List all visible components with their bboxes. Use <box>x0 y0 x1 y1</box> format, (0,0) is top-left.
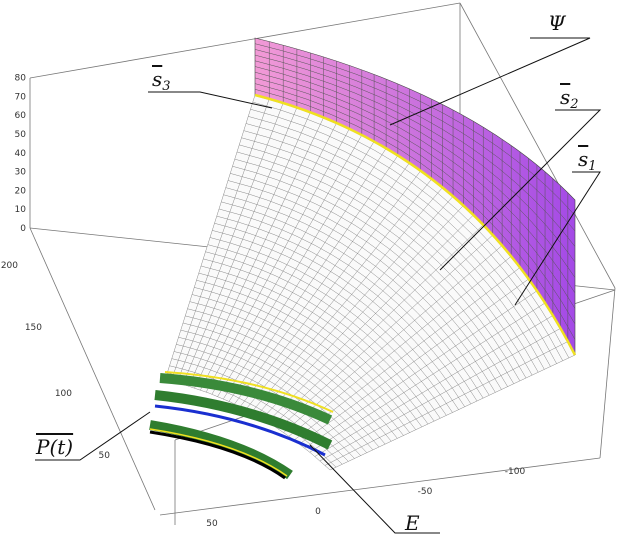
band-curve <box>149 420 293 480</box>
wall-line <box>254 54 576 247</box>
band-curve <box>149 428 288 477</box>
psi-surface <box>254 37 577 356</box>
mesh-ray <box>223 148 387 400</box>
wall-line <box>254 83 576 325</box>
vertical-tick: 60 <box>15 111 27 121</box>
mesh-ray <box>211 134 363 395</box>
s2-base: s <box>560 85 570 109</box>
bottom-tick: 50 <box>206 519 218 529</box>
mesh-ray <box>245 178 432 410</box>
vertical-tick: 10 <box>15 205 27 215</box>
vertical-tick: 20 <box>15 186 27 196</box>
mesh-ray <box>267 214 474 423</box>
depth-tick: 50 <box>99 451 111 461</box>
wall-line <box>254 60 576 263</box>
mesh-ray <box>256 196 454 416</box>
mesh-ray <box>278 234 493 430</box>
mesh-ray <box>194 117 324 389</box>
s3-label: s3 <box>152 67 171 94</box>
bottom-tick: -50 <box>418 487 433 497</box>
wall-line <box>254 49 576 232</box>
bottom-tick: 0 <box>315 507 321 517</box>
band-curve <box>154 404 326 457</box>
mesh-ray <box>262 205 464 419</box>
vertical-tick: 0 <box>20 224 26 234</box>
mesh-ray <box>299 278 529 445</box>
mesh-ray <box>217 141 375 397</box>
vertical-tick: 70 <box>15 92 27 102</box>
depth-tick: 150 <box>25 323 42 333</box>
mesh-ray <box>329 354 576 471</box>
vertical-tick: 30 <box>15 168 27 178</box>
wall-line <box>254 71 576 294</box>
bottom-tick: -100 <box>505 467 526 477</box>
wall-line <box>254 66 576 278</box>
mesh-ray <box>228 155 399 402</box>
wall-line <box>254 43 576 216</box>
p-label: P(t) <box>35 435 73 459</box>
mesh-ray <box>234 162 410 405</box>
mesh-ray <box>170 98 270 382</box>
vertical-tick: 80 <box>15 74 27 84</box>
mesh-ray <box>288 256 512 437</box>
depth-tick: 100 <box>55 389 72 399</box>
band-curve <box>149 430 286 480</box>
callouts <box>35 37 602 534</box>
axis-ticks: 0 10 20 30 40 50 60 70 80 50 100 150 200 50 0 -50 -100 <box>1 74 526 529</box>
s1-label: s1 <box>578 147 597 174</box>
vertical-tick: 40 <box>15 149 27 159</box>
p-surface <box>149 371 334 480</box>
mesh-ray <box>200 122 337 391</box>
mesh-ray <box>319 328 561 462</box>
mesh-ray <box>272 224 484 426</box>
band-curve <box>159 373 333 425</box>
s3-base: s <box>152 67 162 91</box>
band-curve <box>154 390 333 450</box>
e-label: E <box>404 511 420 535</box>
s3-sub: 3 <box>162 79 170 94</box>
mesh-ray <box>283 245 503 433</box>
mesh-ray <box>309 302 546 453</box>
mesh-ray <box>176 102 284 383</box>
mesh-ray <box>205 128 350 393</box>
mesh-ray <box>304 290 538 449</box>
s2-sub: 2 <box>569 97 578 112</box>
depth-tick: 200 <box>1 261 18 271</box>
vertical-tick: 50 <box>15 130 27 140</box>
mesh-ray <box>251 187 443 413</box>
mesh-ray <box>164 94 256 381</box>
mesh-ray <box>324 341 568 466</box>
wall-line <box>254 89 576 340</box>
psi-label: Ψ <box>548 11 567 35</box>
mesh-ray <box>239 170 421 407</box>
band-curve <box>164 371 334 413</box>
wall-line <box>254 77 576 309</box>
mesh-ray <box>314 315 554 457</box>
curve-s1 <box>254 93 577 356</box>
s1-base: s <box>578 147 588 171</box>
fan-fill <box>165 95 575 470</box>
s1-sub: 1 <box>588 159 596 174</box>
mesh-ray <box>182 107 298 385</box>
s2-label: s2 <box>560 85 579 112</box>
mesh-ray <box>188 112 311 387</box>
